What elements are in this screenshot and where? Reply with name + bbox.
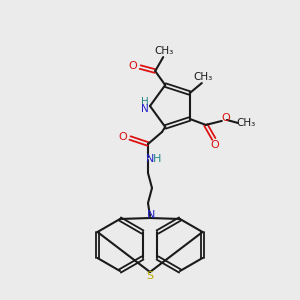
Text: H: H — [141, 97, 149, 107]
Text: S: S — [146, 271, 154, 281]
Text: H: H — [153, 154, 161, 164]
Text: O: O — [118, 132, 127, 142]
Text: N: N — [147, 210, 155, 220]
Text: O: O — [210, 140, 219, 150]
Text: N: N — [146, 154, 154, 164]
Text: CH₃: CH₃ — [154, 46, 174, 56]
Text: O: O — [221, 113, 230, 123]
Text: N: N — [141, 104, 149, 114]
Text: O: O — [129, 61, 138, 71]
Text: CH₃: CH₃ — [193, 72, 212, 82]
Text: CH₃: CH₃ — [236, 118, 255, 128]
